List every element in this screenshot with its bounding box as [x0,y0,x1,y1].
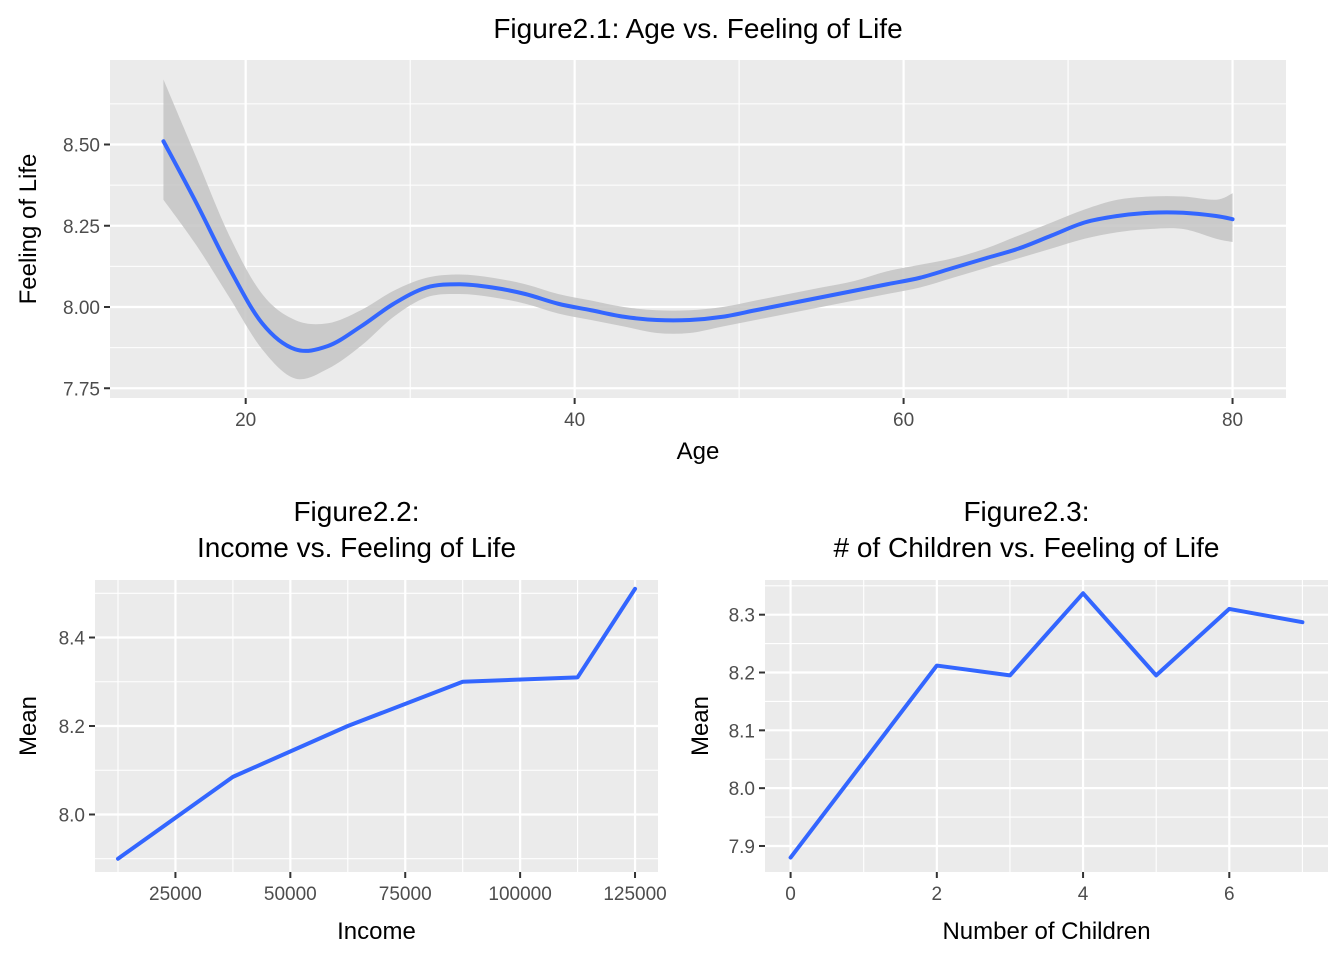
y-tick-label: 8.50 [63,136,100,157]
x-tick-label: 100000 [488,884,551,905]
x-tick-label: 25000 [149,884,202,905]
plot-panel [765,580,1328,872]
series-line [788,591,1305,860]
x-tick-label: 20 [235,410,256,431]
x-tick-label: 80 [1222,410,1243,431]
chart-1: Figure2.1: Age vs. Feeling of Life 20 40 60… [15,13,1286,465]
chart-2: Figure2.2: Income vs. Feeling of Life 2500… [15,496,667,945]
x-axis-title: Number of Children [942,918,1150,945]
chart-title: # of Children vs. Feeling of Life [834,532,1220,563]
series-line [115,586,638,861]
x-tick-label: 125000 [603,884,666,905]
x-axis-title: Income [337,918,416,945]
y-tick-label: 8.1 [729,721,755,742]
x-tick-label: 75000 [379,884,432,905]
y-axis-title: Mean [15,696,42,756]
y-tick-label: 8.2 [59,717,85,738]
chart-title: Figure2.3: [963,496,1089,527]
series-line [161,139,1235,353]
x-axis-title: Age [677,438,720,465]
y-tick-label: 8.00 [63,298,100,319]
y-tick-label: 8.4 [59,629,86,650]
y-axis-title: Feeling of Life [15,154,42,305]
y-tick-label: 8.2 [729,664,755,685]
x-tick-label: 6 [1224,884,1235,905]
y-tick-label: 7.9 [729,837,755,858]
chart-title: Figure2.1: Age vs. Feeling of Life [493,13,902,44]
x-tick-label: 50000 [264,884,317,905]
chart-title: Figure2.2: [293,496,419,527]
x-tick-label: 2 [932,884,943,905]
x-tick-label: 40 [564,410,585,431]
y-tick-label: 8.3 [729,606,755,627]
y-tick-label: 8.0 [59,805,85,826]
chart-title: Income vs. Feeling of Life [197,532,516,563]
x-tick-label: 4 [1078,884,1089,905]
x-tick-label: 60 [893,410,914,431]
y-tick-label: 8.25 [63,217,100,238]
x-tick-label: 0 [785,884,796,905]
y-tick-label: 8.0 [729,779,755,800]
y-tick-label: 7.75 [63,379,100,400]
y-axis-title: Mean [687,696,714,756]
chart-3: Figure2.3: # of Children vs. Feeling of L… [687,496,1328,945]
